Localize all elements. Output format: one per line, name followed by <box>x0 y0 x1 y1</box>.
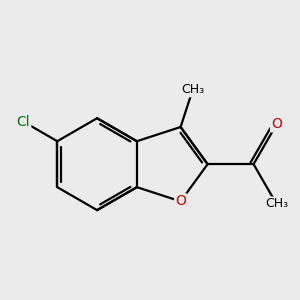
Text: O: O <box>271 117 282 131</box>
Text: CH₃: CH₃ <box>265 197 288 211</box>
Text: O: O <box>175 194 186 208</box>
Text: Cl: Cl <box>16 115 30 129</box>
Text: CH₃: CH₃ <box>181 83 204 96</box>
